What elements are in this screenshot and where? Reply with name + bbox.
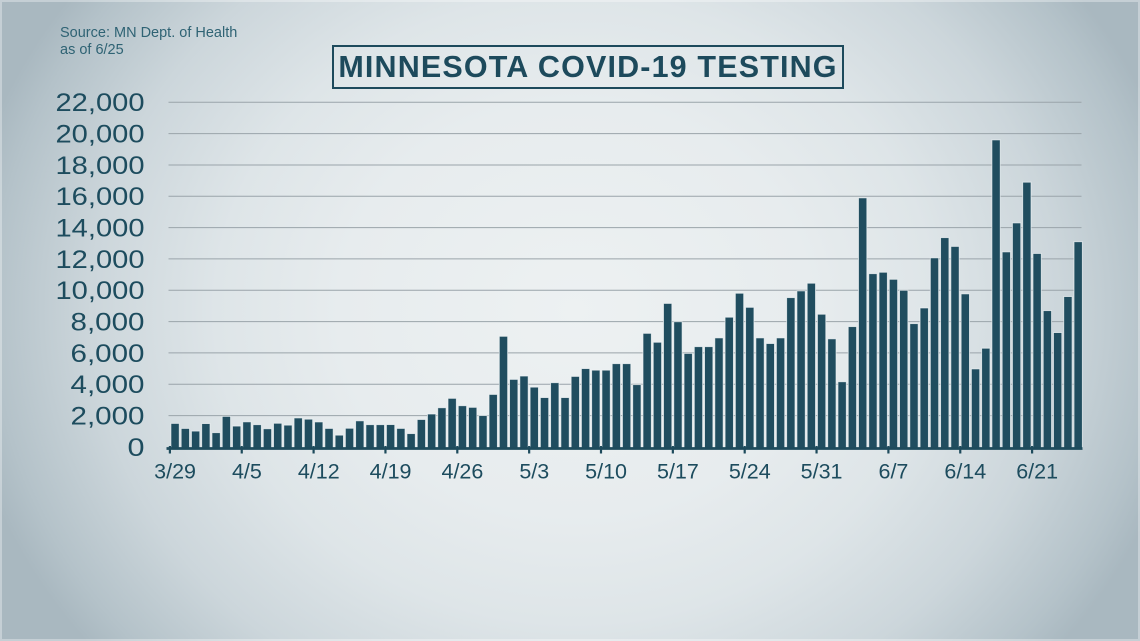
svg-text:12,000: 12,000 (56, 246, 145, 274)
svg-text:5/31: 5/31 (801, 460, 843, 484)
svg-text:18,000: 18,000 (56, 152, 145, 180)
svg-text:5/24: 5/24 (729, 460, 771, 484)
svg-text:4/12: 4/12 (298, 460, 340, 484)
svg-text:22,000: 22,000 (56, 89, 145, 117)
svg-text:3/29: 3/29 (154, 460, 196, 484)
svg-text:6/21: 6/21 (1016, 460, 1058, 484)
svg-text:20,000: 20,000 (56, 121, 145, 149)
svg-text:0: 0 (128, 434, 145, 462)
svg-text:14,000: 14,000 (56, 215, 145, 243)
svg-text:5/10: 5/10 (585, 460, 627, 484)
svg-text:5/17: 5/17 (657, 460, 699, 484)
svg-text:4,000: 4,000 (71, 371, 145, 399)
svg-text:10,000: 10,000 (56, 277, 145, 305)
svg-text:6/14: 6/14 (944, 460, 986, 484)
svg-text:4/19: 4/19 (370, 460, 412, 484)
svg-text:6,000: 6,000 (71, 340, 145, 368)
svg-text:8,000: 8,000 (71, 308, 145, 336)
svg-text:16,000: 16,000 (56, 183, 145, 211)
svg-text:4/5: 4/5 (232, 460, 262, 484)
svg-text:6/7: 6/7 (879, 460, 909, 484)
svg-text:2,000: 2,000 (71, 402, 145, 430)
svg-text:5/3: 5/3 (519, 460, 549, 484)
svg-text:4/26: 4/26 (442, 460, 484, 484)
